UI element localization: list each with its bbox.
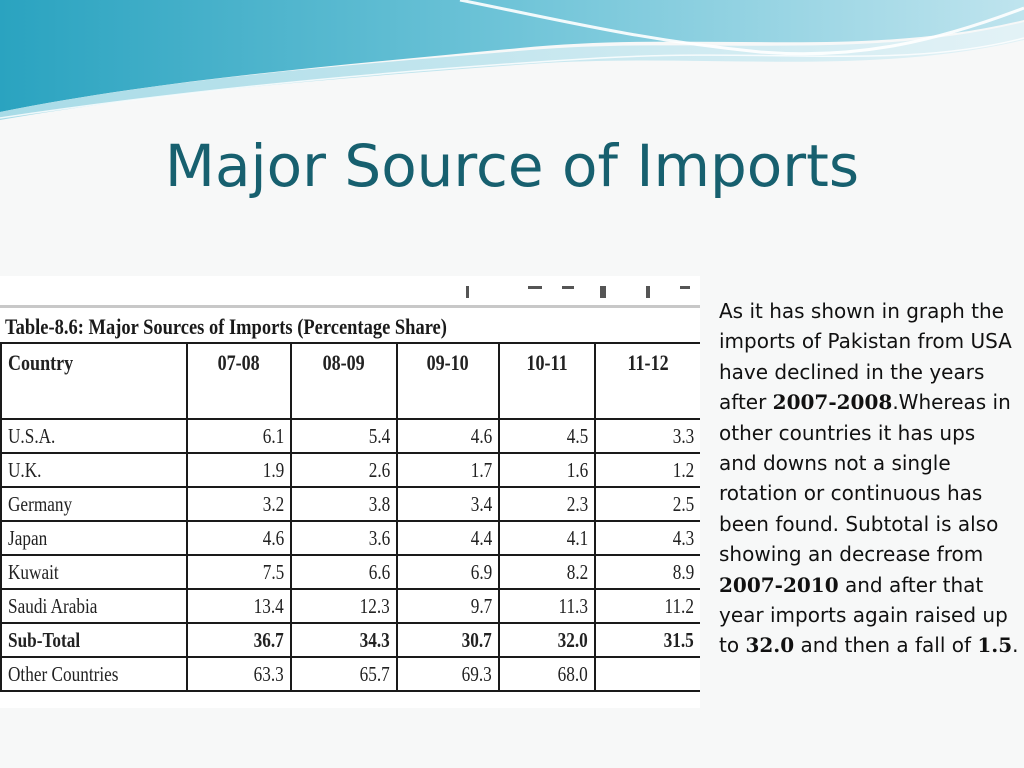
table-cell-value: 69.3: [396, 656, 500, 692]
table-cell-value: 6.1: [186, 418, 292, 454]
table-cell-value: 36.7: [186, 622, 292, 658]
table-cell-value: 4.6: [186, 520, 292, 556]
table-cell-country: Kuwait: [0, 554, 188, 590]
table-caption: Table-8.6: Major Sources of Imports (Per…: [5, 314, 447, 339]
table-cell-value: 30.7: [396, 622, 500, 658]
table-cell-value: 3.2: [186, 486, 292, 522]
table-cell-value: 2.6: [290, 452, 398, 488]
table-cell-value: 8.2: [498, 554, 596, 590]
table-cell-value: 12.3: [290, 588, 398, 624]
table-cell-value: 4.4: [396, 520, 500, 556]
table-cell-value: 4.6: [396, 418, 500, 454]
description-bold-years: 2007-2010: [719, 572, 839, 597]
table-cell-country: U.K.: [0, 452, 188, 488]
table-cell-value: 6.6: [290, 554, 398, 590]
table-cell-value: 3.3: [594, 418, 700, 454]
table-cell-value: 3.4: [396, 486, 500, 522]
table-cell-country: Saudi Arabia: [0, 588, 188, 624]
table-header-row: Country 07-08 08-09 09-10 10-11 11-12: [0, 342, 700, 420]
description-text-part: and after that year imports again raised…: [719, 572, 1008, 658]
table-row: Japan 4.6 3.6 4.4 4.1 4.3: [0, 520, 700, 556]
table-cell-value: 63.3: [186, 656, 292, 692]
slide-title: Major Source of Imports: [164, 132, 860, 200]
table-cell-value: 3.6: [290, 520, 398, 556]
table-cell-value: 4.3: [594, 520, 700, 556]
description-bold-value: 32.0: [745, 633, 795, 658]
table-cell-value: 2.5: [594, 486, 700, 522]
description-bold-value: 1.5: [977, 633, 1013, 658]
table-cell-value: 9.7: [396, 588, 500, 624]
table-row: Kuwait 7.5 6.6 6.9 8.2 8.9: [0, 554, 700, 590]
description-text: As it has shown in graph the imports of …: [719, 296, 1019, 661]
description-text-part: As it has shown in graph the imports of …: [719, 299, 1012, 415]
table-cell-value: 11.3: [498, 588, 596, 624]
column-header-country: Country: [0, 342, 188, 420]
scan-artifact: [0, 276, 700, 310]
column-header: 08-09: [290, 342, 398, 420]
column-header: 07-08: [186, 342, 292, 420]
table-row: Germany 3.2 3.8 3.4 2.3 2.5: [0, 486, 700, 522]
column-header: 10-11: [498, 342, 596, 420]
table-cell-country: Japan: [0, 520, 188, 556]
table-row: U.K. 1.9 2.6 1.7 1.6 1.2: [0, 452, 700, 488]
table-cell-value: 6.9: [396, 554, 500, 590]
table-cell-value: 2.3: [498, 486, 596, 522]
table-cell-value: 1.9: [186, 452, 292, 488]
table-cell-value: 32.0: [498, 622, 596, 658]
header-wave-decoration: [0, 0, 1024, 120]
description-text-part: .Whereas in other countries it has ups a…: [719, 390, 1011, 567]
column-header: 09-10: [396, 342, 500, 420]
imports-table: Country 07-08 08-09 09-10 10-11 11-12 U.…: [0, 342, 700, 692]
description-text-part: .: [1012, 633, 1019, 658]
column-header: 11-12: [594, 342, 700, 420]
description-bold-years: 2007-2008: [772, 390, 893, 415]
table-cell-value: 11.2: [594, 588, 700, 624]
table-cell-country: Sub-Total: [0, 622, 188, 658]
table-cell-value: 1.6: [498, 452, 596, 488]
table-body: U.S.A. 6.1 5.4 4.6 4.5 3.3 U.K. 1.9 2.6 1.7 1.6 1.2…: [0, 418, 700, 692]
table-cell-value: 1.2: [594, 452, 700, 488]
table-row: Other Countries 63.3 65.7 69.3 68.0: [0, 656, 700, 692]
table-row: U.S.A. 6.1 5.4 4.6 4.5 3.3: [0, 418, 700, 454]
table-cell-value: 13.4: [186, 588, 292, 624]
table-image: Table-8.6: Major Sources of Imports (Per…: [0, 276, 700, 708]
table-cell-value: 1.7: [396, 452, 500, 488]
table-cell-country: U.S.A.: [0, 418, 188, 454]
table-row: Sub-Total 36.7 34.3 30.7 32.0 31.5: [0, 622, 700, 658]
table-cell-value: 4.5: [498, 418, 596, 454]
table-cell-value: 65.7: [290, 656, 398, 692]
table-row: Saudi Arabia 13.4 12.3 9.7 11.3 11.2: [0, 588, 700, 624]
table-cell-country: Germany: [0, 486, 188, 522]
table-cell-value: 31.5: [594, 622, 700, 658]
table-cell-country: Other Countries: [0, 656, 188, 692]
table-cell-value: 5.4: [290, 418, 398, 454]
table-cell-value: 34.3: [290, 622, 398, 658]
table-cell-value: 7.5: [186, 554, 292, 590]
table-cell-value: 8.9: [594, 554, 700, 590]
table-cell-value: 4.1: [498, 520, 596, 556]
table-cell-value: 68.0: [498, 656, 596, 692]
table-cell-value: [594, 656, 700, 692]
description-text-part: and then a fall of: [794, 633, 978, 658]
table-cell-value: 3.8: [290, 486, 398, 522]
